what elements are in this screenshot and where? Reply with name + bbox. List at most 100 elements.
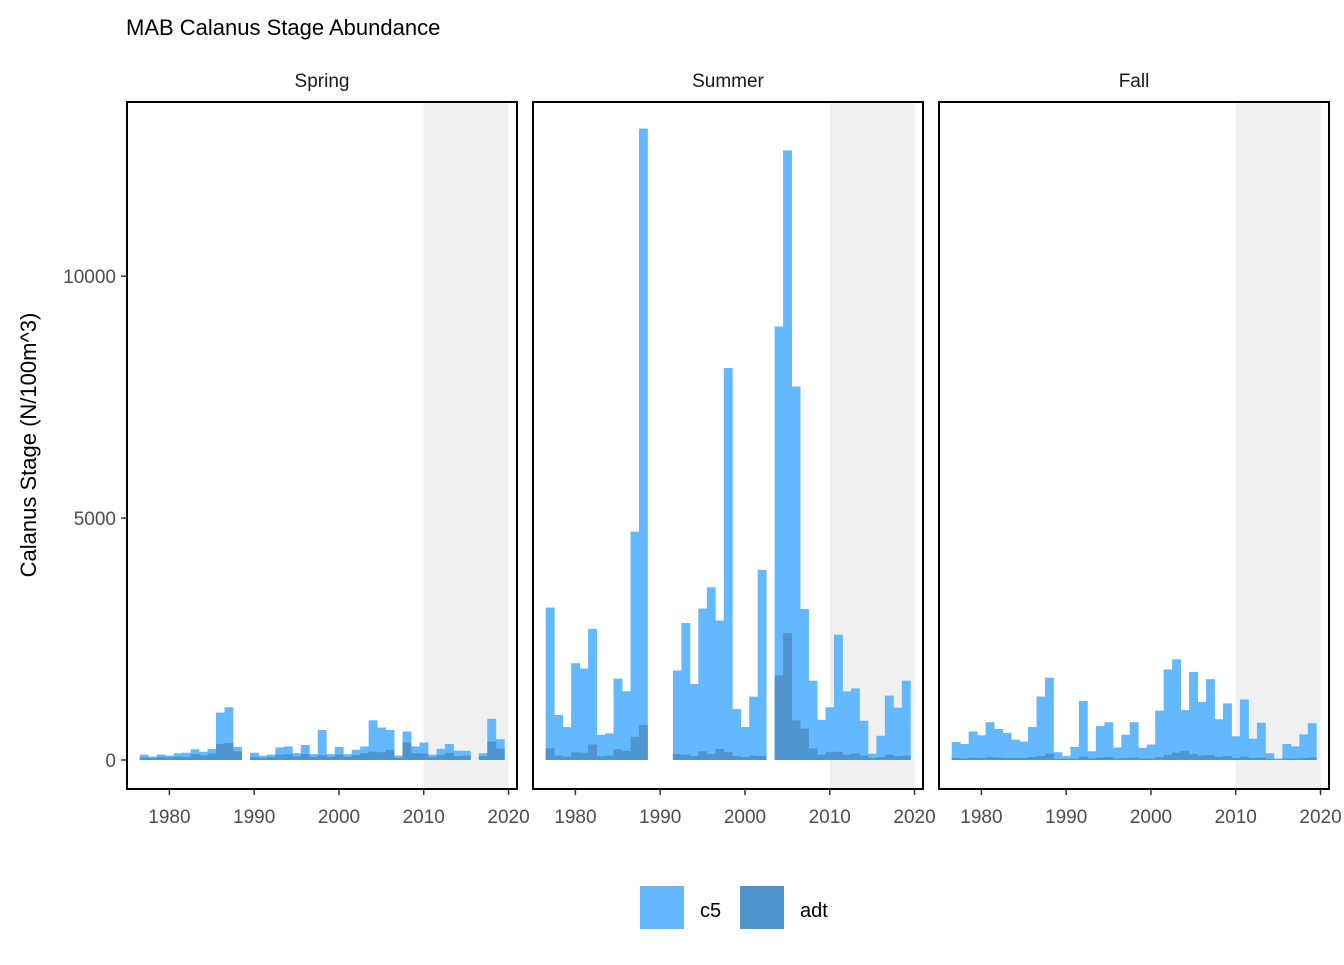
bar-adt	[1138, 759, 1147, 760]
bar-adt	[191, 754, 200, 760]
bar-c5	[1198, 702, 1207, 760]
bar-adt	[250, 757, 259, 760]
bar-c5	[952, 742, 961, 760]
bar-adt	[301, 754, 310, 760]
bar-adt	[1265, 759, 1274, 760]
bar-adt	[428, 757, 437, 760]
bar-adt	[1104, 757, 1113, 760]
bar-c5	[1104, 722, 1113, 760]
bar-adt	[986, 757, 995, 760]
bar-adt	[352, 755, 361, 760]
bar-c5	[1130, 722, 1139, 760]
bar-adt	[1070, 759, 1079, 760]
bar-adt	[1257, 758, 1266, 760]
x-tick-label: 1990	[233, 807, 275, 828]
bar-c5	[732, 709, 741, 760]
bar-adt	[208, 754, 217, 760]
bar-adt	[1045, 754, 1054, 760]
bar-adt	[1189, 754, 1198, 760]
bar-adt	[462, 756, 471, 760]
y-tick-label: 10000	[63, 267, 116, 288]
bar-adt	[1155, 757, 1164, 760]
bar-adt	[174, 757, 183, 760]
x-tick-label: 2000	[318, 807, 360, 828]
bar-c5	[1206, 679, 1215, 760]
bar-adt	[386, 750, 395, 760]
bar-c5	[986, 722, 995, 760]
chart-title: MAB Calanus Stage Abundance	[126, 15, 440, 40]
bar-adt	[673, 754, 682, 760]
bar-adt	[834, 752, 843, 760]
bar-adt	[775, 675, 784, 760]
bar-c5	[554, 715, 563, 760]
bar-c5	[571, 663, 580, 760]
bar-adt	[809, 748, 818, 760]
bar-adt	[182, 757, 191, 760]
bar-c5	[1291, 746, 1300, 760]
bar-adt	[960, 759, 969, 760]
bar-c5	[842, 691, 851, 760]
bar-adt	[487, 742, 496, 760]
bar-adt	[1248, 758, 1257, 760]
x-tick-label: 1980	[554, 807, 596, 828]
bar-adt	[1037, 756, 1046, 760]
bar-adt	[571, 752, 580, 760]
bar-c5	[1232, 736, 1241, 760]
bar-adt	[851, 754, 860, 760]
bar-c5	[681, 623, 690, 760]
bar-adt	[479, 756, 488, 760]
bar-adt	[622, 751, 631, 760]
bar-adt	[1113, 759, 1122, 760]
bar-c5	[1299, 734, 1308, 760]
shaded-period	[1236, 102, 1321, 789]
bar-c5	[1308, 723, 1317, 760]
bar-c5	[631, 532, 640, 760]
bar-c5	[1172, 659, 1181, 760]
bar-adt	[977, 758, 986, 760]
bar-c5	[902, 681, 911, 760]
shaded-period	[424, 102, 509, 789]
bar-adt	[783, 633, 792, 760]
bar-c5	[859, 721, 868, 760]
bar-adt	[496, 749, 505, 760]
bar-adt	[859, 756, 868, 760]
bar-c5	[1189, 672, 1198, 760]
bar-adt	[1130, 758, 1139, 760]
bar-c5	[1053, 752, 1062, 760]
facet-label: Fall	[1119, 71, 1150, 92]
bar-c5	[893, 708, 902, 760]
bar-c5	[1164, 670, 1173, 760]
bar-adt	[690, 756, 699, 760]
bar-adt	[758, 756, 767, 760]
y-tick-label: 0	[105, 751, 116, 772]
x-tick-label: 2020	[893, 807, 935, 828]
bar-adt	[741, 757, 750, 760]
bar-c5	[622, 691, 631, 760]
bar-adt	[631, 737, 640, 760]
bar-adt	[1028, 757, 1037, 760]
bar-adt	[724, 752, 733, 760]
y-axis-label: Calanus Stage (N/100m^3)	[16, 313, 41, 578]
bar-c5	[1037, 697, 1046, 760]
bar-adt	[1181, 751, 1190, 760]
legend-label: adt	[800, 900, 828, 922]
bar-c5	[1138, 748, 1147, 760]
bar-adt	[1223, 756, 1232, 760]
bar-adt	[292, 757, 301, 760]
bar-adt	[1053, 759, 1062, 760]
legend-label: c5	[700, 900, 721, 922]
x-tick-label: 1980	[148, 807, 190, 828]
bar-adt	[1147, 759, 1156, 760]
bar-adt	[698, 751, 707, 760]
bar-c5	[851, 688, 860, 760]
x-tick-label: 1990	[639, 807, 681, 828]
x-tick-label: 2010	[1215, 807, 1257, 828]
bar-c5	[1070, 747, 1079, 760]
bar-adt	[1291, 759, 1300, 760]
bar-adt	[1299, 758, 1308, 760]
bar-c5	[1223, 703, 1232, 760]
bar-adt	[157, 757, 166, 760]
